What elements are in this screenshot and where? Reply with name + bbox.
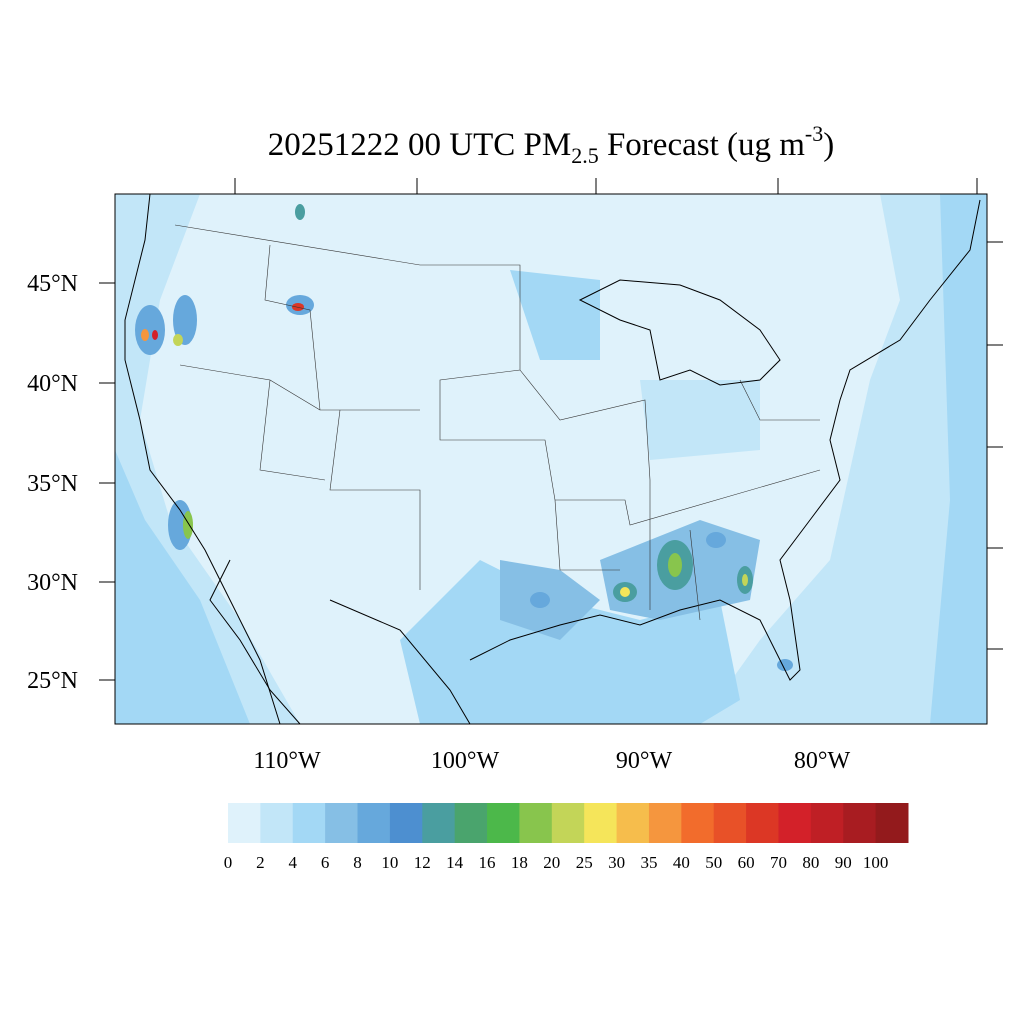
lat-label: 40°N — [27, 371, 78, 397]
map-ticks — [99, 178, 1003, 681]
colorbar-label: 50 — [705, 853, 722, 872]
colorbar-label: 2 — [256, 853, 265, 872]
title: 20251222 00 UTC PM2.5 Forecast (ug m-3) — [268, 121, 834, 168]
colorbar-box — [519, 803, 553, 843]
colorbar-label: 20 — [543, 853, 560, 872]
colorbar-label: 70 — [770, 853, 787, 872]
colorbar-label: 90 — [835, 853, 852, 872]
colorbar-label: 60 — [738, 853, 755, 872]
colorbar-label: 25 — [576, 853, 593, 872]
lon-label: 110°W — [253, 748, 321, 774]
colorbar-box — [422, 803, 456, 843]
colorbar-label: 40 — [673, 853, 690, 872]
colorbar-box — [843, 803, 877, 843]
colorbar-box — [584, 803, 618, 843]
title-superscript: -3 — [805, 121, 823, 146]
colorbar-box — [260, 803, 294, 843]
colorbar-box — [325, 803, 359, 843]
colorbar-label: 4 — [289, 853, 298, 872]
lon-label: 100°W — [431, 748, 500, 774]
colorbar-label: 18 — [511, 853, 528, 872]
title-text: Forecast (ug m — [599, 127, 806, 163]
map-frame — [114, 193, 988, 725]
lon-label: 80°W — [794, 748, 851, 774]
colorbar-label: 14 — [446, 853, 464, 872]
colorbar-box — [875, 803, 909, 843]
colorbar-box — [778, 803, 812, 843]
colorbar-box — [551, 803, 585, 843]
colorbar-label: 100 — [863, 853, 889, 872]
colorbar-box — [228, 803, 261, 843]
lat-label: 25°N — [27, 668, 78, 694]
title-subscript: 2.5 — [571, 143, 599, 168]
colorbar-box — [681, 803, 715, 843]
colorbar-box — [389, 803, 423, 843]
title-text: ) — [823, 127, 834, 163]
title-text: 20251222 00 UTC PM — [268, 127, 571, 163]
colorbar-box — [648, 803, 682, 843]
colorbar-label: 30 — [608, 853, 625, 872]
colorbar-box — [357, 803, 391, 843]
colorbar-box — [713, 803, 747, 843]
colorbar-box — [292, 803, 326, 843]
colorbar-box — [454, 803, 488, 843]
lat-label: 45°N — [27, 271, 78, 297]
colorbar-label: 12 — [414, 853, 431, 872]
lon-label: 90°W — [616, 748, 673, 774]
colorbar-label: 16 — [479, 853, 496, 872]
colorbar-box — [746, 803, 779, 843]
colorbar-box — [810, 803, 844, 843]
colorbar-box — [487, 803, 520, 843]
colorbar-label: 10 — [381, 853, 398, 872]
colorbar-label: 35 — [640, 853, 657, 872]
map-field — [115, 194, 987, 724]
lat-label: 30°N — [27, 570, 78, 596]
colorbar-box — [616, 803, 650, 843]
colorbar-label: 6 — [321, 853, 330, 872]
colorbar-label: 80 — [802, 853, 819, 872]
lat-label: 35°N — [27, 471, 78, 497]
colorbar-label: 8 — [353, 853, 362, 872]
colorbar-label: 0 — [224, 853, 233, 872]
